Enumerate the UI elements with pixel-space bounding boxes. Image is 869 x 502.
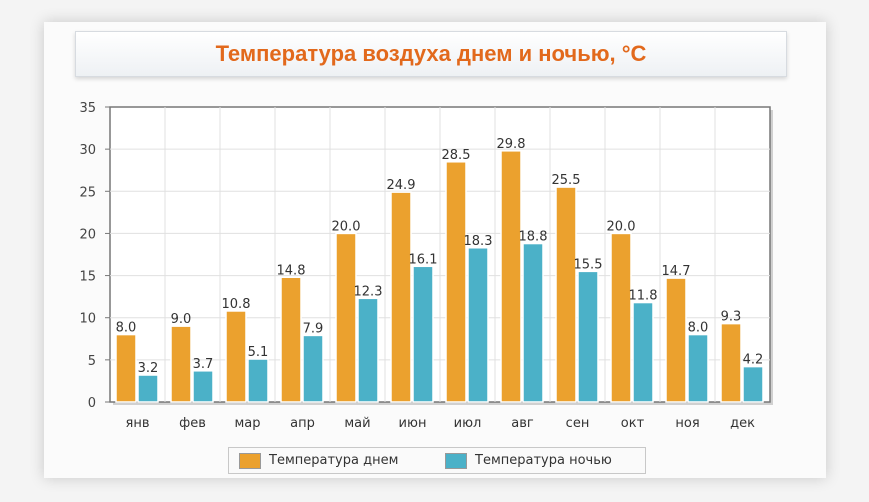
data-label-day: 25.5 (552, 173, 581, 188)
bar-day (500, 150, 522, 403)
data-label-night: 5.1 (248, 345, 269, 360)
data-label-day: 14.7 (662, 264, 691, 279)
data-label-day: 24.9 (387, 178, 416, 193)
legend-label-night: Температура ночью (475, 453, 612, 468)
x-tick-label: июл (454, 416, 482, 431)
data-label-day: 14.8 (277, 263, 306, 278)
data-label-night: 4.2 (743, 353, 764, 368)
bar-night (742, 365, 764, 403)
legend-swatch-day (239, 452, 261, 469)
y-tick-label: 15 (79, 270, 96, 285)
data-label-day: 8.0 (116, 321, 137, 336)
data-label-day: 20.0 (607, 219, 636, 234)
bar-night (522, 242, 544, 403)
y-tick-label: 25 (79, 185, 96, 200)
legend-swatch-night (445, 452, 467, 469)
bar-day (335, 232, 357, 403)
data-label-night: 18.3 (464, 234, 493, 249)
x-tick-label: май (344, 416, 370, 431)
data-label-night: 7.9 (303, 321, 324, 336)
bar-day (390, 191, 412, 403)
legend-item-day: Температура днем (239, 448, 398, 473)
data-label-day: 28.5 (442, 148, 471, 163)
bar-night (192, 370, 214, 403)
chart-title: Температура воздуха днем и ночью, °C (215, 41, 647, 66)
bar-day (445, 161, 467, 403)
data-label-night: 12.3 (354, 284, 383, 299)
bar-night (687, 333, 709, 403)
bar-day (555, 186, 577, 403)
x-tick-label: мар (234, 416, 260, 431)
legend-label-day: Температура днем (269, 453, 399, 468)
bar-day (225, 310, 247, 403)
bar-day (720, 322, 742, 403)
x-tick-label: июн (399, 416, 427, 431)
bar-night (302, 334, 324, 403)
bar-night (412, 265, 434, 403)
bar-day (280, 276, 302, 403)
y-tick-label: 35 (79, 101, 96, 116)
y-tick-label: 10 (79, 312, 96, 327)
bar-night (577, 270, 599, 403)
y-tick-label: 5 (88, 354, 96, 369)
chart-legend: Температура днем Температура ночью (228, 447, 646, 474)
data-label-night: 3.2 (138, 361, 159, 376)
data-label-day: 10.8 (222, 297, 251, 312)
x-tick-label: окт (621, 416, 645, 431)
bar-day (665, 277, 687, 403)
x-tick-label: апр (290, 416, 315, 431)
bar-day (115, 333, 137, 403)
x-tick-label: сен (566, 416, 590, 431)
data-label-day: 20.0 (332, 219, 361, 234)
x-tick-label: фев (179, 416, 206, 431)
data-label-day: 29.8 (497, 137, 526, 152)
data-label-day: 9.3 (721, 310, 742, 325)
data-label-night: 8.0 (688, 321, 709, 336)
bar-day (610, 232, 632, 403)
y-tick-label: 0 (88, 396, 96, 411)
bar-night (247, 358, 269, 403)
x-tick-label: ноя (675, 416, 699, 431)
bar-night (357, 297, 379, 403)
chart-title-bar: Температура воздуха днем и ночью, °C (75, 31, 787, 77)
x-tick-label: янв (126, 416, 150, 431)
data-label-night: 16.1 (409, 252, 438, 267)
legend-item-night: Температура ночью (445, 448, 612, 473)
bar-night (467, 247, 489, 403)
x-tick-label: авг (511, 416, 534, 431)
y-tick-label: 20 (79, 227, 96, 242)
bar-night (632, 301, 654, 403)
data-label-night: 11.8 (629, 289, 658, 304)
data-label-night: 3.7 (193, 357, 214, 372)
data-label-day: 9.0 (171, 312, 192, 327)
y-tick-label: 30 (79, 143, 96, 158)
x-tick-label: дек (730, 416, 755, 431)
bar-day (170, 325, 192, 403)
data-label-night: 15.5 (574, 257, 603, 272)
data-label-night: 18.8 (519, 230, 548, 245)
bar-night (137, 374, 159, 403)
